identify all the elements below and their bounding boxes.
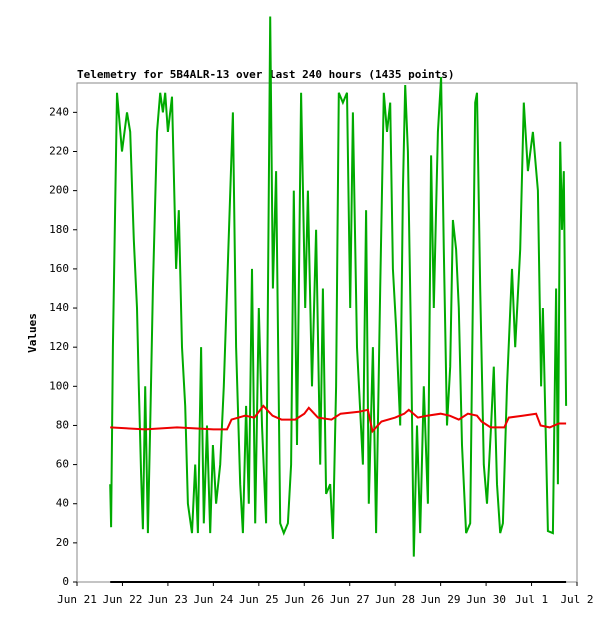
x-tick-label: Jun 28 (375, 593, 415, 606)
y-axis-label: Values (26, 313, 39, 353)
x-tick-label: Jun 27 (330, 593, 370, 606)
y-tick-label: 120 (49, 340, 69, 353)
x-tick-label: Jun 25 (239, 593, 279, 606)
x-tick-label: Jun 26 (284, 593, 324, 606)
y-tick-label: 40 (56, 497, 69, 510)
y-tick-label: 0 (62, 575, 69, 588)
x-tick-label: Jun 29 (421, 593, 461, 606)
y-tick-label: 60 (56, 458, 69, 471)
y-tick-label: 100 (49, 379, 69, 392)
x-tick-label: Jun 24 (193, 593, 233, 606)
x-tick-label: Jun 30 (466, 593, 506, 606)
y-tick-label: 140 (49, 301, 69, 314)
y-tick-label: 80 (56, 418, 69, 431)
chart-title: Telemetry for 5B4ALR-13 over last 240 ho… (77, 68, 455, 81)
y-tick-label: 200 (49, 184, 69, 197)
x-tick-label: Jul 1 (515, 593, 548, 606)
series-line (110, 404, 567, 434)
x-tick-label: Jun 21 (57, 593, 97, 606)
series-line (109, 16, 568, 557)
y-tick-label: 180 (49, 223, 69, 236)
x-tick-label: Jun 23 (148, 593, 188, 606)
x-tick-label: Jul 2 (560, 593, 593, 606)
y-tick-label: 220 (49, 144, 69, 157)
y-tick-label: 160 (49, 262, 69, 275)
x-tick-label: Jun 22 (103, 593, 143, 606)
y-tick-label: 240 (49, 105, 69, 118)
y-tick-label: 20 (56, 536, 69, 549)
